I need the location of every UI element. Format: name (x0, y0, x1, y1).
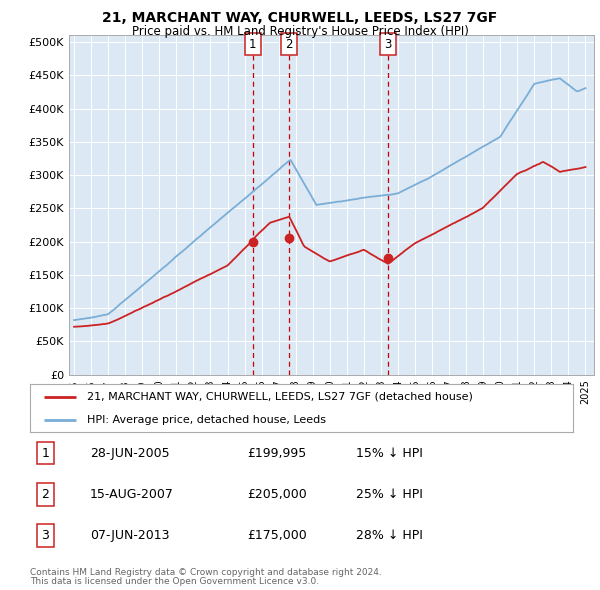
Text: £205,000: £205,000 (247, 488, 307, 501)
Text: 28% ↓ HPI: 28% ↓ HPI (356, 529, 422, 542)
Text: 3: 3 (385, 38, 392, 51)
Text: 1: 1 (249, 38, 257, 51)
Text: Contains HM Land Registry data © Crown copyright and database right 2024.: Contains HM Land Registry data © Crown c… (30, 568, 382, 576)
Text: 3: 3 (41, 529, 49, 542)
Text: 25% ↓ HPI: 25% ↓ HPI (356, 488, 422, 501)
Text: 2: 2 (286, 38, 293, 51)
Text: 21, MARCHANT WAY, CHURWELL, LEEDS, LS27 7GF: 21, MARCHANT WAY, CHURWELL, LEEDS, LS27 … (103, 11, 497, 25)
Text: 28-JUN-2005: 28-JUN-2005 (90, 447, 169, 460)
Text: 07-JUN-2013: 07-JUN-2013 (90, 529, 169, 542)
Text: 15-AUG-2007: 15-AUG-2007 (90, 488, 173, 501)
Text: 15% ↓ HPI: 15% ↓ HPI (356, 447, 422, 460)
Text: 21, MARCHANT WAY, CHURWELL, LEEDS, LS27 7GF (detached house): 21, MARCHANT WAY, CHURWELL, LEEDS, LS27 … (87, 392, 473, 402)
Text: Price paid vs. HM Land Registry's House Price Index (HPI): Price paid vs. HM Land Registry's House … (131, 25, 469, 38)
Text: £199,995: £199,995 (247, 447, 307, 460)
Text: HPI: Average price, detached house, Leeds: HPI: Average price, detached house, Leed… (87, 415, 326, 425)
Text: 1: 1 (41, 447, 49, 460)
Text: £175,000: £175,000 (247, 529, 307, 542)
Text: This data is licensed under the Open Government Licence v3.0.: This data is licensed under the Open Gov… (30, 577, 319, 586)
Text: 2: 2 (41, 488, 49, 501)
